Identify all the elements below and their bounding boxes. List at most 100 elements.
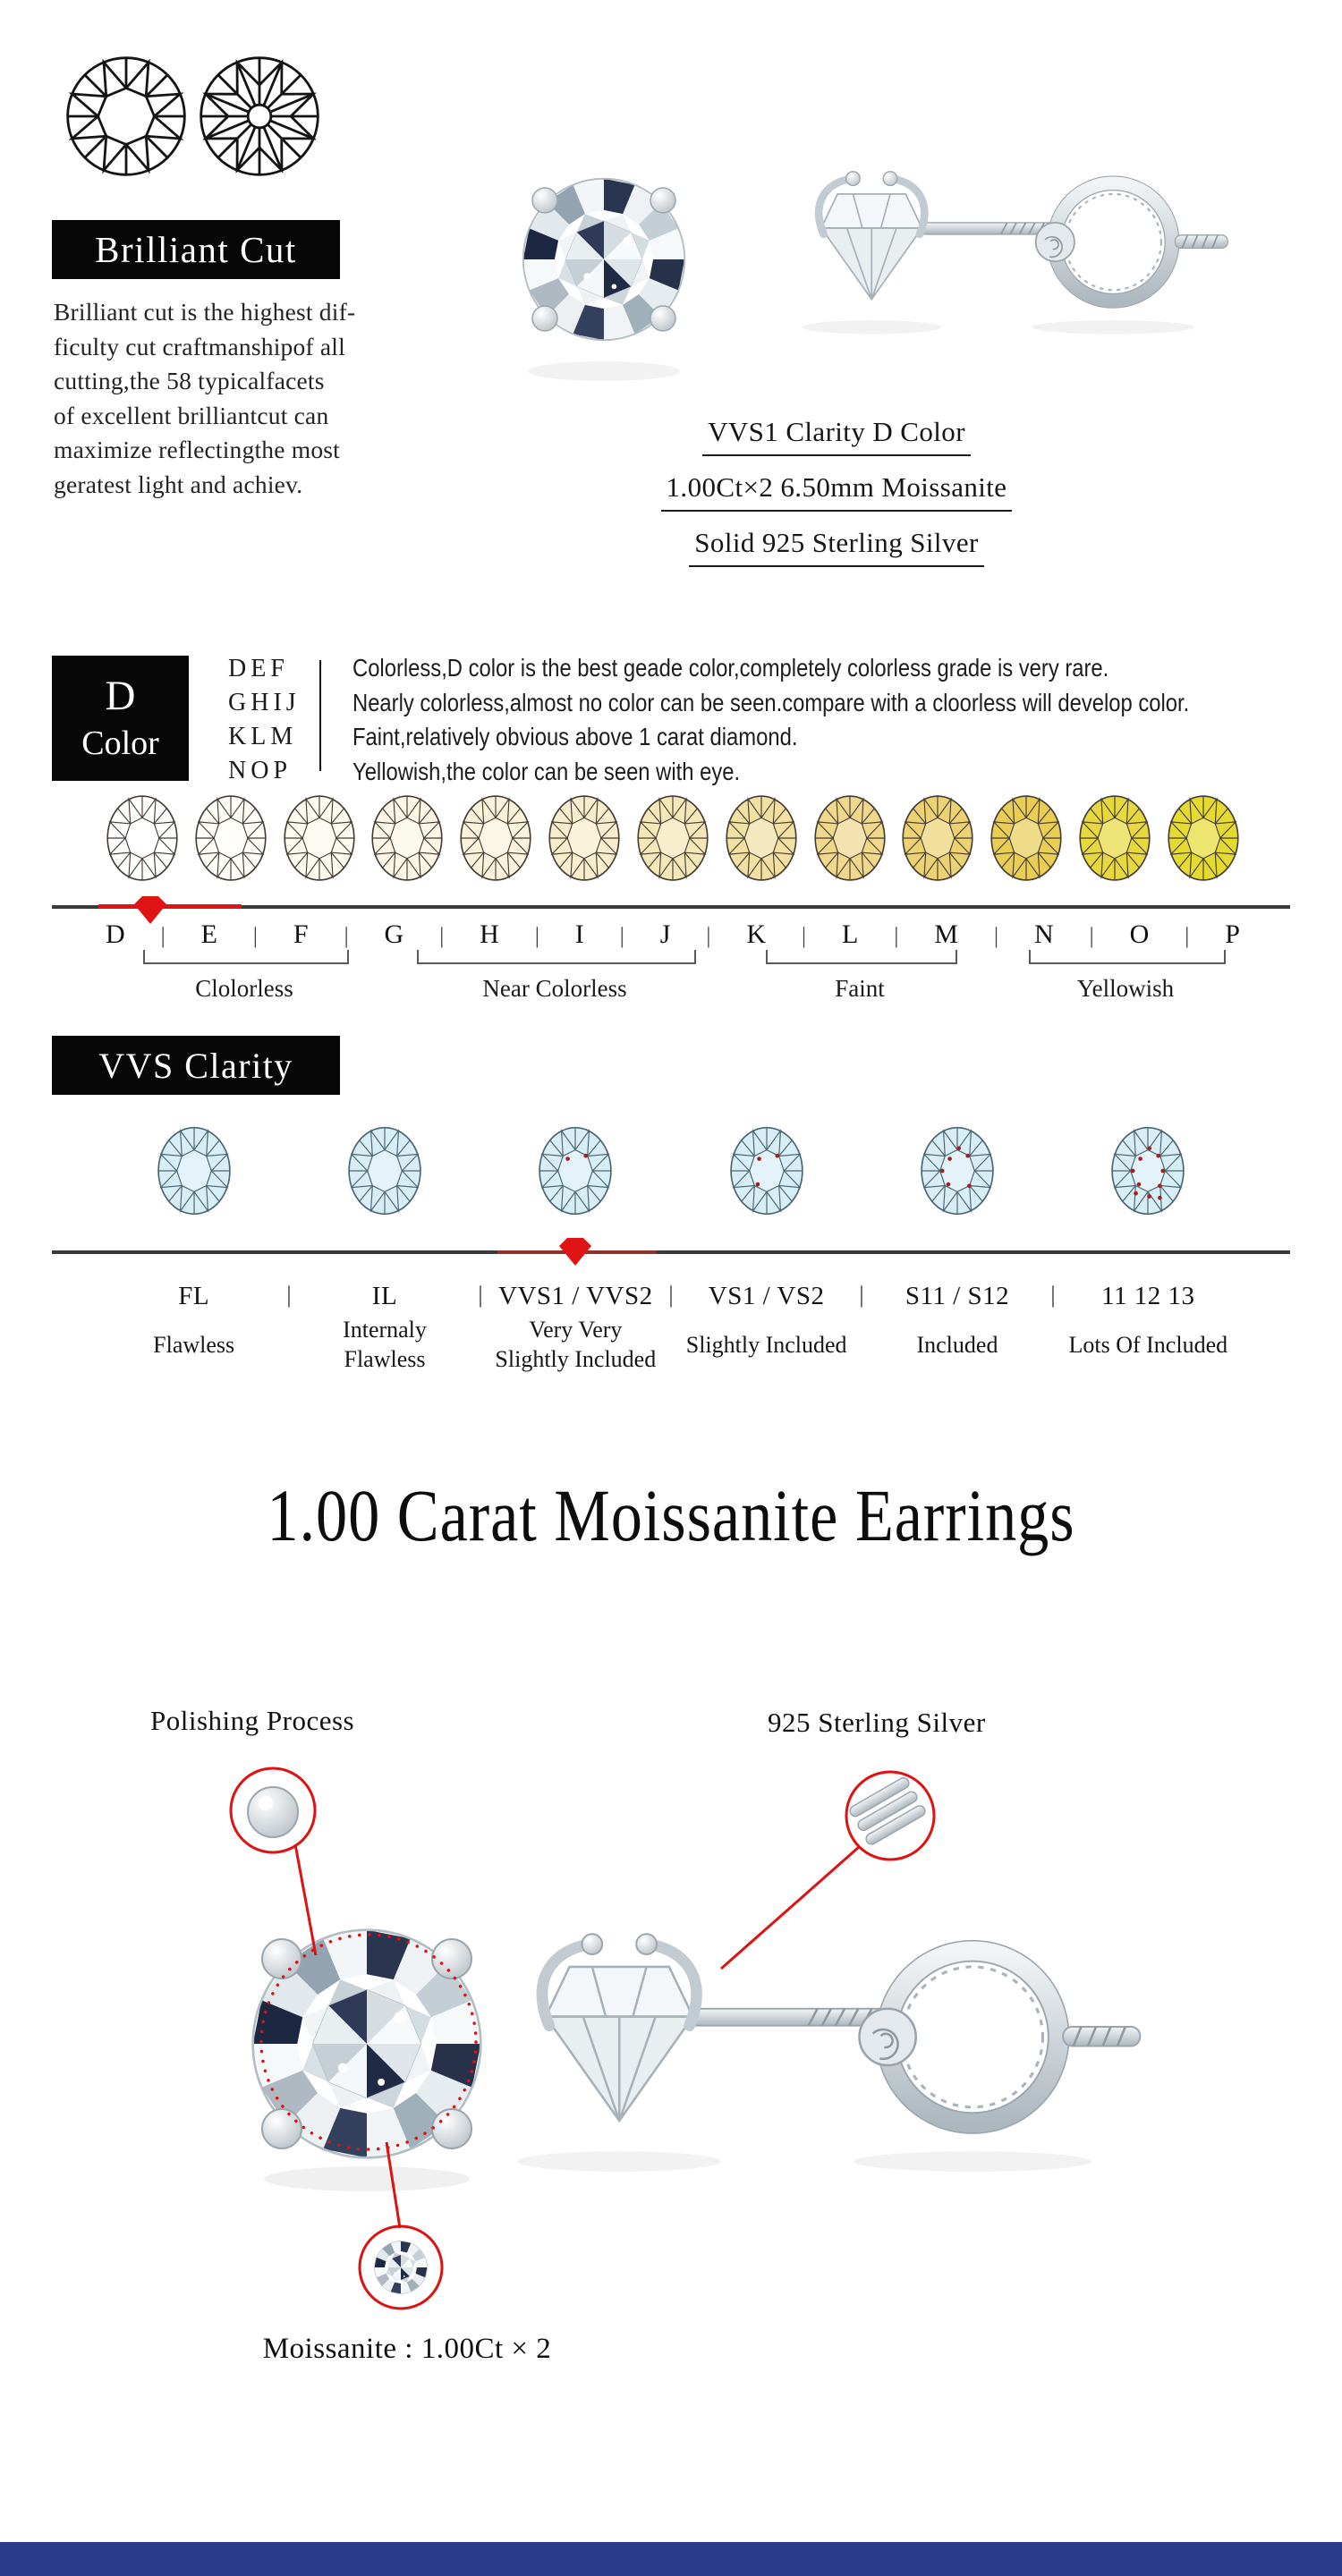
clarity-gem-icon [1110,1125,1185,1216]
color-scale-gem-N [990,794,1063,882]
scale-separator: | [619,924,624,948]
paragraph-line: ficulty cut craftmanshipof all [54,332,345,360]
d-color-header: D Color [52,656,189,781]
bracket-faint [766,950,957,964]
scale-letter-K: K [746,919,767,949]
page-title: 1.00 Carat Moissanite Earrings [267,1475,1075,1557]
moissanite-closeup [374,2241,428,2294]
grade-group-nop: NOP [228,757,293,784]
clarity-name-label: Lots Of Included [1068,1331,1228,1358]
scale-letter-D: D [106,919,125,949]
clarity-grade-label: VVS1 / VVS2 [498,1282,653,1310]
clarity-gem-icon [920,1125,995,1216]
scale-letter-M: M [934,919,958,949]
clarity-grade-label: 11 12 13 [1101,1282,1195,1310]
clarity-gem-icon [538,1125,613,1216]
clarity-name-label: Slightly Included [685,1331,847,1358]
detail-product-illustration [229,1767,1279,2310]
clarity-gem-row [98,1123,1244,1216]
polished-ball-closeup [247,1786,299,1838]
grade-separator: | [859,1282,864,1308]
clarity-name-label: Internaly Flawless [343,1317,427,1372]
moissanite-caption: Moissanite : 1.00Ct × 2 [262,2333,552,2365]
footer-blue-bar [0,2542,1342,2576]
stone-pointer-line [385,2141,402,2229]
scale-letter-G: G [384,919,404,949]
clarity-item [862,1123,1052,1216]
bracket-near-colorless [417,950,696,964]
scale-separator: | [439,924,445,948]
scale-separator: | [1185,924,1190,948]
brilliant-cut-paragraph: Brilliant cut is the highest dif- ficult… [54,295,429,502]
spec-carat-size: 1.00Ct×2 6.50mm Moissanite [660,471,1013,512]
grade-group-ghij: GHIJ [228,689,301,716]
silver-pointer-line [720,1845,860,1970]
color-grade-groups: DEF GHIJ KLM NOP [228,652,301,788]
grade-separator: | [286,1282,292,1308]
scale-separator: | [1089,924,1094,948]
color-selected-underline [98,904,242,909]
scale-letter-L: L [842,919,859,949]
clarity-gem-icon [729,1125,804,1216]
clarity-item [1053,1123,1244,1216]
thread-closeup [849,1776,926,1845]
scale-separator: | [252,924,258,948]
vvs-clarity-label: VVS Clarity [98,1045,293,1086]
clarity-grade-label: S11 / S12 [905,1282,1010,1310]
color-description-line: Yellowish,the color can be seen with eye… [352,757,741,785]
scale-separator: | [802,924,807,948]
color-scale-gem-J [636,794,709,882]
paragraph-line: Brilliant cut is the highest dif- [54,298,356,326]
grade-separator: | [668,1282,674,1308]
group-label-faint: Faint [835,975,885,1002]
group-label-yellowish: Yellowish [1076,975,1175,1002]
dotted-focus-circle [259,1933,478,2151]
color-scale-gem-I [548,794,621,882]
color-scale-row [106,794,1240,882]
paragraph-line: maximize reflectingthe most [54,436,341,463]
clarity-item [289,1123,480,1216]
scale-separator: | [160,924,166,948]
clarity-selected-marker-icon [559,1238,591,1266]
polish-detail-circle [229,1767,317,1854]
group-label-colorless: Clolorless [195,975,293,1002]
annotation-sterling-silver: 925 Sterling Silver [768,1707,986,1738]
color-scale-gem-D [106,794,179,882]
color-scale-gem-M [901,794,974,882]
scale-separator: | [534,924,539,948]
clarity-grade-label: VS1 / VS2 [708,1282,825,1310]
clarity-item [671,1123,862,1216]
color-scale-gem-F [283,794,356,882]
spec-clarity-color: VVS1 Clarity D Color [702,416,971,456]
scale-separator: | [344,924,349,948]
color-scale-gem-K [725,794,798,882]
color-description-line: Faint,relatively obvious above 1 carat d… [352,723,798,751]
brilliant-cut-label: Brilliant Cut [95,229,297,270]
bracket-colorless [143,950,349,964]
clarity-grade-row: FL IL VVS1 / VVS2 VS1 / VS2 S11 / S12 11 12 1… [98,1282,1244,1311]
clarity-name-label: Included [916,1331,998,1358]
bracket-yellowish [1029,950,1226,964]
red-annotation-overlays [229,1767,936,2310]
clarity-item [480,1123,671,1216]
scale-separator: | [993,924,998,948]
color-scale-gem-P [1167,794,1240,882]
scale-separator: | [706,924,711,948]
color-scale-gem-H [459,794,532,882]
color-description-line: Nearly colorless,almost no color can be … [352,688,1190,716]
paragraph-line: cutting,the 58 typicalfacets [54,367,325,394]
scale-letter-N: N [1033,919,1054,949]
scale-letter-P: P [1225,919,1240,949]
color-scale-gem-O [1078,794,1151,882]
scale-separator: | [894,924,899,948]
clarity-gem-icon [347,1125,422,1216]
scale-letter-F: F [293,919,309,949]
clarity-item [98,1123,289,1216]
clarity-gem-icon [157,1125,232,1216]
color-scale-gem-G [370,794,444,882]
group-label-near-colorless: Near Colorless [482,975,627,1002]
stone-detail-circle [358,2224,444,2310]
product-spec-line-1-wrap: VVS1 Clarity D Color [465,416,1208,456]
clarity-axis [52,1250,1290,1254]
